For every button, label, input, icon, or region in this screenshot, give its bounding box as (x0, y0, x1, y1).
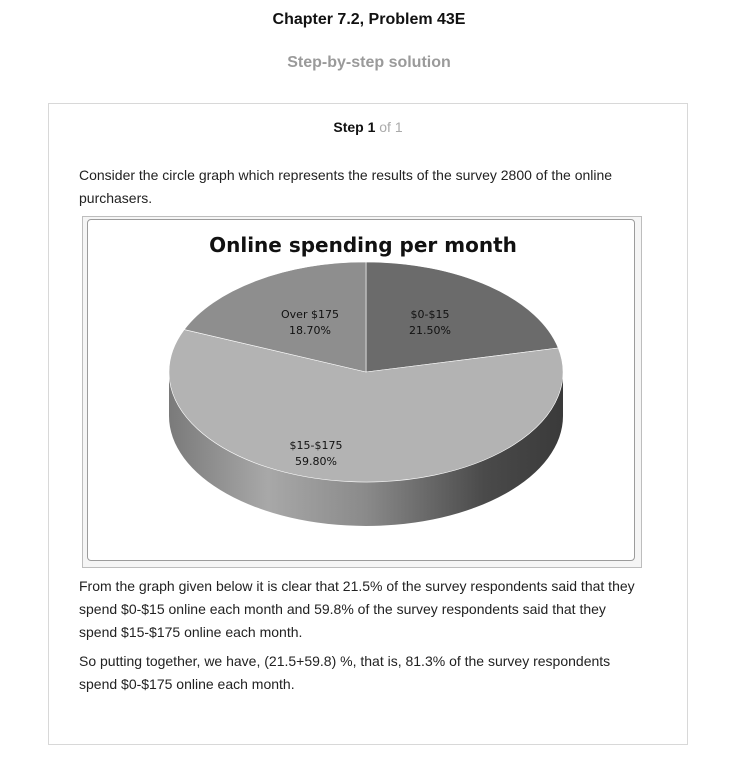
step-count: of 1 (379, 119, 403, 135)
pie-side (169, 372, 563, 526)
slice-value-label: 18.70% (289, 324, 331, 337)
pie-chart-svg: Online spending per month $0-$15 21.50% $1… (168, 233, 564, 526)
slice-value-label: 21.50% (409, 324, 451, 337)
chart-title: Online spending per month (209, 233, 517, 257)
solution-subtitle: Step-by-step solution (287, 54, 451, 71)
pie-slice (365, 261, 559, 373)
conclusion-paragraph: So putting together, we have, (21.5+59.8… (79, 653, 611, 692)
page-title: Chapter 7.2, Problem 43E (272, 11, 466, 28)
chart-frame: Online spending per month $0-$15 21.50% $1… (82, 216, 642, 568)
pie-slice (168, 329, 564, 483)
step-header: Step 1 of 1 (49, 119, 687, 135)
solution-card: Step 1 of 1 Consider the circle graph wh… (48, 103, 688, 745)
slice-category-label: Over $175 (281, 308, 339, 321)
step-label: Step 1 (333, 119, 376, 135)
pie-slice (183, 261, 367, 373)
slice-category-label: $15-$175 (290, 439, 343, 452)
explanation-paragraph: From the graph given below it is clear t… (79, 578, 635, 640)
slice-value-label: 59.80% (295, 455, 337, 468)
slice-category-label: $0-$15 (411, 308, 450, 321)
intro-paragraph: Consider the circle graph which represen… (79, 167, 613, 206)
pie-chart: Online spending per month $0-$15 21.50% $1… (87, 219, 635, 561)
